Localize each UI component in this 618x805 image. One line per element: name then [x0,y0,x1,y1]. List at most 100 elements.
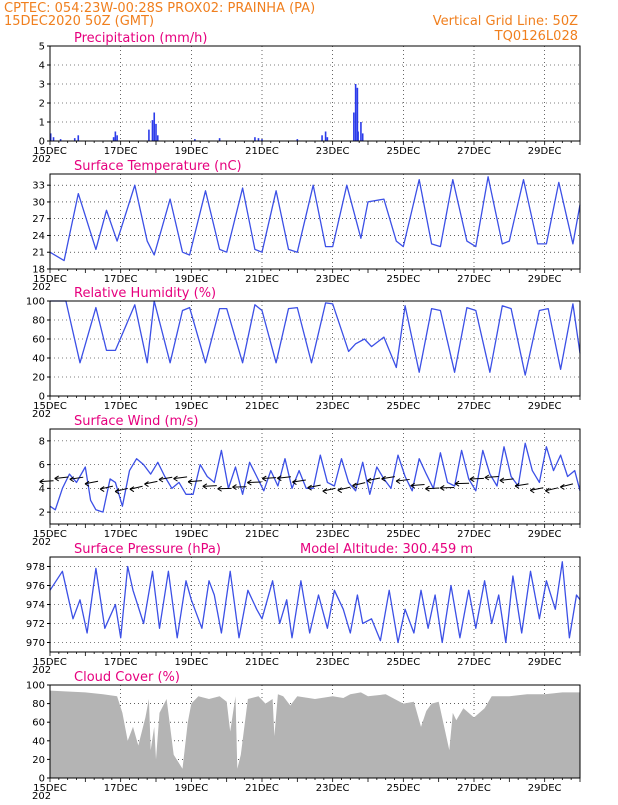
x-tick-label: 27DEC [457,401,491,412]
y-tick-label: 8 [39,436,45,447]
x-tick-label: 27DEC [457,146,491,157]
panel-title: Surface Pressure (hPa) [74,542,221,557]
series-line [50,443,580,512]
x-tick-label: 21DEC [245,146,279,157]
precip-bar [254,137,256,141]
panel-annotation: Model Altitude: 300.459 m [300,542,473,557]
precip-bar [157,135,159,141]
wind-arrow [203,486,217,487]
y-tick-label: 3 [39,80,45,91]
x-tick-label: 19DEC [174,401,208,412]
x-tick-label: 27DEC [457,783,491,794]
x-year-label: 202 [32,282,51,293]
x-tick-label: 29DEC [528,529,562,540]
header-model-code: TQ0126L028 [494,29,578,44]
x-tick-label: 29DEC [528,274,562,285]
precip-bar [362,133,364,141]
x-tick-label: 19DEC [174,783,208,794]
x-tick-label: 25DEC [386,146,420,157]
x-tick-label: 21DEC [245,401,279,412]
x-tick-label: 25DEC [386,783,420,794]
x-tick-label: 21DEC [245,783,279,794]
y-tick-label: 4 [39,61,45,72]
precip-bar [148,130,150,141]
y-tick-label: 2 [39,99,45,110]
wind-arrow [247,482,261,483]
y-tick-label: 100 [26,297,45,308]
panel-frame [50,429,580,524]
x-year-label: 202 [32,665,51,676]
precip-bar [155,124,157,141]
precip-bar [113,137,115,141]
precip-bar [53,137,55,141]
y-tick-label: 20 [32,373,45,384]
x-tick-label: 21DEC [245,657,279,668]
x-tick-label: 23DEC [316,529,350,540]
precip-bar [357,132,359,142]
x-year-label: 202 [32,537,51,548]
y-tick-label: 40 [32,736,45,747]
precip-bar [353,113,355,142]
x-tick-label: 17DEC [104,529,138,540]
x-tick-label: 21DEC [245,529,279,540]
x-tick-label: 21DEC [245,274,279,285]
y-tick-label: 27 [32,214,45,225]
precip-bar [115,132,117,142]
x-tick-label: 29DEC [528,783,562,794]
series-line [50,301,580,375]
x-tick-label: 17DEC [104,657,138,668]
x-tick-label: 29DEC [528,146,562,157]
y-tick-label: 60 [32,335,45,346]
cloud-area [50,691,580,778]
x-tick-label: 25DEC [386,274,420,285]
y-tick-label: 5 [39,42,45,53]
panel-title: Precipitation (mm/h) [74,31,207,46]
y-tick-label: 1 [39,118,45,129]
header-date: 15DEC2020 50Z (GMT) [4,14,154,29]
y-tick-label: 21 [32,248,45,259]
y-tick-label: 24 [32,231,45,242]
y-tick-label: 80 [32,316,45,327]
y-tick-label: 972 [26,619,45,630]
precip-bar [360,122,362,141]
x-tick-label: 19DEC [174,274,208,285]
precip-bar [355,84,357,141]
x-tick-label: 23DEC [316,274,350,285]
y-tick-label: 100 [26,681,45,692]
wind-arrow [470,478,484,479]
x-tick-label: 27DEC [457,274,491,285]
x-tick-label: 25DEC [386,401,420,412]
y-tick-label: 80 [32,699,45,710]
precip-bar [152,120,154,141]
x-tick-label: 25DEC [386,529,420,540]
x-tick-label: 17DEC [104,146,138,157]
x-tick-label: 25DEC [386,657,420,668]
x-tick-label: 29DEC [528,401,562,412]
x-year-label: 202 [32,791,51,800]
precip-bar [77,135,79,141]
x-year-label: 202 [32,154,51,165]
precip-bar [321,135,323,141]
precip-bar [116,135,118,141]
panel-frame [50,174,580,269]
y-tick-label: 970 [26,638,45,649]
x-tick-label: 17DEC [104,401,138,412]
x-tick-label: 23DEC [316,401,350,412]
panel-frame [50,46,580,141]
y-tick-label: 20 [32,755,45,766]
series-line [50,562,580,643]
x-tick-label: 19DEC [174,657,208,668]
x-tick-label: 17DEC [104,783,138,794]
y-tick-label: 978 [26,562,45,573]
x-tick-label: 19DEC [174,529,208,540]
x-year-label: 202 [32,409,51,420]
x-tick-label: 23DEC [316,146,350,157]
x-tick-label: 17DEC [104,274,138,285]
panel-5: Surface Pressure (hPa) Model Altitude: 30… [26,542,580,676]
precip-bar [325,132,327,142]
